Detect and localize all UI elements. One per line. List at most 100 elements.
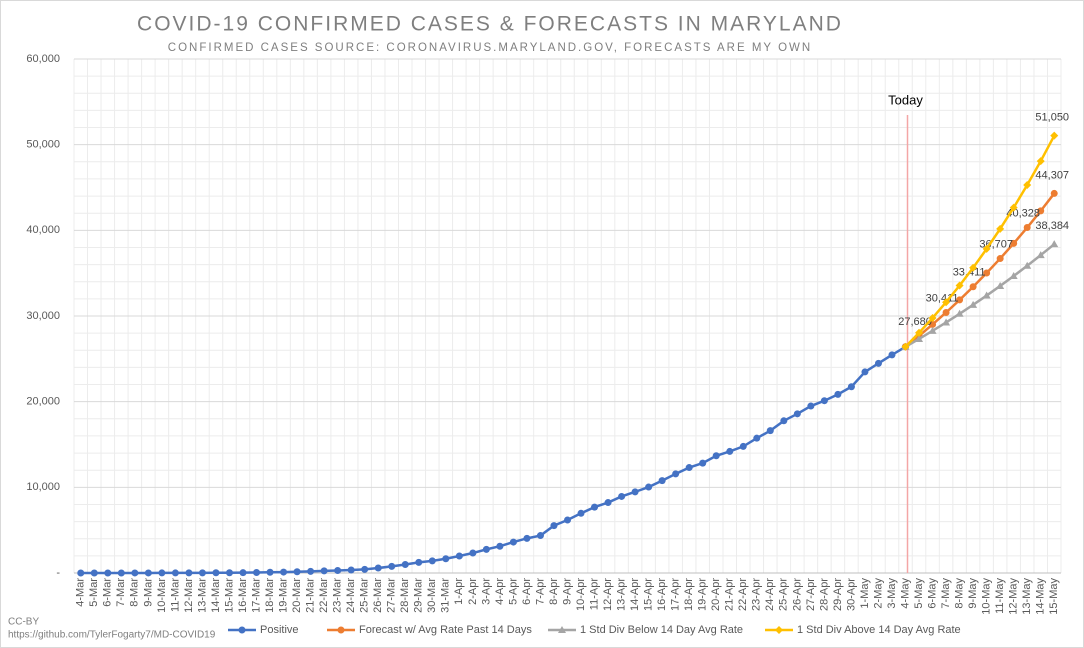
point: [685, 464, 693, 472]
data-label: 27,680: [898, 316, 932, 328]
point: [915, 328, 924, 337]
annotation: Today: [888, 92, 923, 107]
x-tick-label: 28-Mar: [399, 578, 411, 613]
chart-subtitle: CONFIRMED CASES SOURCE: CORONAVIRUS.MARY…: [168, 42, 812, 54]
point: [969, 263, 978, 272]
point: [847, 383, 855, 391]
point: [996, 255, 1004, 263]
point: [1037, 207, 1045, 215]
x-tick-label: 3-May: [886, 578, 898, 609]
x-tick-label: 8-Mar: [129, 578, 141, 607]
point: [982, 291, 991, 299]
x-tick-label: 24-Apr: [764, 578, 776, 611]
x-tick-label: 26-Mar: [372, 578, 384, 613]
point: [104, 569, 112, 577]
x-tick-label: 22-Mar: [318, 578, 330, 613]
x-tick-label: 17-Apr: [670, 578, 682, 611]
point: [645, 483, 653, 491]
point: [901, 342, 910, 351]
point: [482, 545, 490, 553]
x-tick-label: 21-Apr: [724, 578, 736, 611]
x-tick-label: 3-Apr: [480, 578, 492, 605]
x-tick-label: 19-Apr: [697, 578, 709, 611]
x-tick-label: 24-Mar: [345, 578, 357, 613]
x-tick-label: 11-May: [994, 578, 1006, 614]
point: [171, 569, 179, 577]
x-tick-label: 19-Mar: [277, 578, 289, 613]
legend-label: Forecast w/ Avg Rate Past 14 Days: [359, 624, 532, 636]
x-tick-label: 12-Mar: [183, 578, 195, 613]
x-tick-label: 9-Apr: [561, 578, 573, 605]
x-tick-label: 10-Mar: [156, 578, 168, 613]
point: [915, 334, 924, 342]
point: [361, 565, 369, 573]
x-tick-label: 4-Apr: [494, 578, 506, 605]
point: [793, 410, 801, 418]
x-tick-label: 30-Apr: [845, 578, 857, 611]
x-tick-label: 13-Apr: [615, 578, 627, 611]
point: [955, 281, 964, 290]
x-tick-label: 23-Mar: [332, 578, 344, 613]
point: [523, 534, 531, 542]
x-tick-label: 11-Mar: [169, 578, 181, 612]
point: [1023, 224, 1031, 232]
x-tick-label: 5-Mar: [88, 578, 100, 607]
x-tick-label: 15-May: [1048, 578, 1060, 615]
point: [307, 567, 315, 575]
data-label: 44,307: [1035, 169, 1069, 181]
x-tick-label: 15-Mar: [223, 578, 235, 613]
point: [225, 569, 233, 577]
point: [117, 569, 125, 577]
point: [1010, 239, 1018, 247]
point: [699, 459, 707, 467]
x-tick-label: 10-Apr: [575, 578, 587, 611]
series-line: [904, 135, 1056, 348]
point: [1023, 261, 1032, 269]
point: [239, 569, 247, 577]
x-tick-label: 18-Mar: [264, 578, 276, 613]
x-tick-label: 8-May: [954, 578, 966, 609]
point: [320, 567, 328, 575]
point: [550, 522, 558, 530]
x-tick-label: 1-Apr: [453, 578, 465, 605]
x-tick-label: 27-Apr: [805, 578, 817, 611]
x-tick-label: 18-Apr: [683, 578, 695, 611]
point: [928, 313, 937, 322]
footer-text: CC-BY: [8, 617, 39, 628]
point: [780, 417, 788, 425]
point: [558, 626, 566, 633]
point: [861, 368, 869, 376]
point: [631, 488, 639, 496]
point: [415, 558, 423, 566]
x-tick-label: 23-Apr: [751, 578, 763, 611]
point: [509, 538, 517, 546]
x-tick-label: 25-Apr: [778, 578, 790, 611]
x-tick-label: 2-Apr: [467, 578, 479, 605]
x-tick-label: 7-Apr: [534, 578, 546, 605]
x-tick-label: 6-Apr: [521, 578, 533, 605]
point: [956, 296, 964, 304]
point: [401, 561, 409, 569]
point: [253, 569, 261, 577]
x-tick-label: 16-Apr: [656, 578, 668, 611]
point: [1050, 189, 1058, 197]
x-tick-label: 4-May: [899, 578, 911, 609]
x-tick-label: 21-Mar: [305, 578, 317, 613]
x-tick-label: 14-May: [1035, 578, 1047, 615]
point: [983, 269, 991, 277]
point: [969, 300, 978, 308]
x-tick-label: 8-Apr: [548, 578, 560, 605]
x-tick-label: 30-Mar: [426, 578, 438, 613]
point: [834, 390, 842, 398]
point: [388, 562, 396, 570]
point: [1036, 251, 1045, 259]
x-tick-label: 5-May: [913, 578, 925, 609]
x-tick-label: 26-Apr: [791, 578, 803, 611]
point: [536, 532, 544, 540]
x-tick-label: 12-May: [1008, 578, 1020, 615]
point: [591, 503, 599, 511]
point: [1009, 203, 1018, 212]
point: [807, 402, 815, 410]
x-tick-label: 14-Mar: [210, 578, 222, 613]
